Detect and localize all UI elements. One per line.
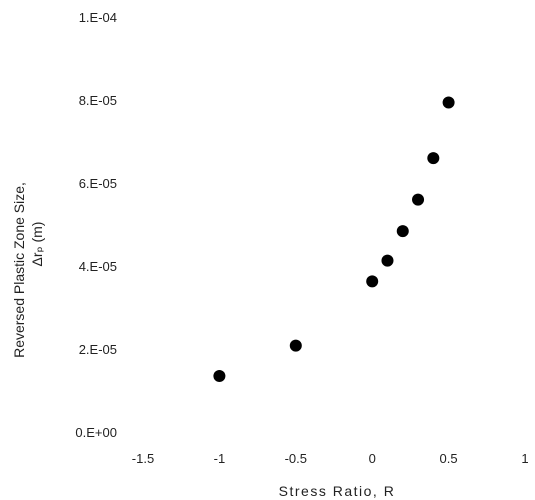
data-point	[289, 339, 302, 352]
data-point	[366, 275, 379, 288]
data-point	[213, 369, 226, 382]
x-tick-label: -1	[214, 451, 226, 466]
x-tick-label: -1.5	[132, 451, 154, 466]
x-axis-label: Stress Ratio, R	[279, 483, 396, 499]
y-tick-label: 2.E-05	[79, 342, 117, 357]
data-point	[381, 254, 394, 267]
y-axis-ticks: 0.E+00 2.E-05 4.E-05 6.E-05 8.E-05 1.E-04	[75, 10, 117, 440]
y-tick-label: 4.E-05	[79, 259, 117, 274]
x-tick-label: 1	[521, 451, 528, 466]
x-tick-label: 0	[369, 451, 376, 466]
y-axis-label-symbol: Δrₚ (m)	[29, 222, 45, 267]
y-tick-label: 0.E+00	[75, 425, 117, 440]
data-point	[442, 96, 455, 109]
y-tick-label: 8.E-05	[79, 93, 117, 108]
data-point	[427, 152, 440, 165]
data-point	[396, 225, 409, 238]
y-tick-label: 6.E-05	[79, 176, 117, 191]
data-points	[213, 96, 455, 382]
x-tick-label: 0.5	[440, 451, 458, 466]
y-axis-label: Reversed Plastic Zone Size,	[11, 182, 27, 358]
y-tick-label: 1.E-04	[79, 10, 117, 25]
x-tick-label: -0.5	[285, 451, 307, 466]
x-axis-ticks: -1.5 -1 -0.5 0 0.5 1	[132, 451, 529, 466]
data-point	[412, 193, 425, 206]
